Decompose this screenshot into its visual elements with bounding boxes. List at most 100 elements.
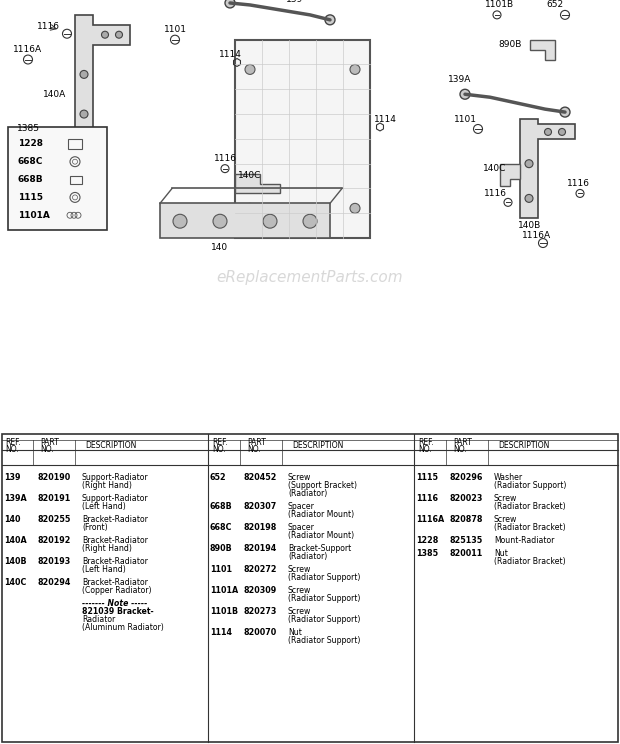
Text: Support-Radiator: Support-Radiator — [82, 473, 149, 482]
Text: 1101A: 1101A — [210, 586, 238, 594]
Text: 652: 652 — [210, 473, 227, 482]
Text: 140A: 140A — [43, 90, 66, 99]
Text: (Copper Radiator): (Copper Radiator) — [82, 586, 151, 594]
Text: 890B: 890B — [210, 544, 232, 553]
Text: (Radiator Bracket): (Radiator Bracket) — [494, 502, 565, 511]
Text: Nut: Nut — [494, 549, 508, 558]
Text: 1115: 1115 — [18, 193, 43, 202]
Text: Bracket-Radiator: Bracket-Radiator — [82, 557, 148, 566]
Text: Radiator: Radiator — [82, 615, 115, 623]
Text: Bracket-Radiator: Bracket-Radiator — [82, 536, 148, 545]
Circle shape — [245, 203, 255, 214]
Circle shape — [525, 194, 533, 202]
Circle shape — [245, 65, 255, 74]
Text: REF.: REF. — [5, 438, 20, 447]
Text: 820272: 820272 — [243, 565, 277, 574]
Text: (Left Hand): (Left Hand) — [82, 502, 126, 511]
Text: 820198: 820198 — [243, 523, 277, 532]
Text: PART: PART — [453, 438, 472, 447]
Polygon shape — [530, 39, 555, 60]
Polygon shape — [500, 164, 520, 185]
Text: Screw: Screw — [288, 606, 311, 616]
Text: 652: 652 — [546, 1, 564, 10]
Circle shape — [350, 65, 360, 74]
Text: 139: 139 — [286, 0, 304, 4]
Text: 140C: 140C — [238, 171, 262, 180]
Text: DESCRIPTION: DESCRIPTION — [292, 441, 343, 450]
Text: Mount-Radiator: Mount-Radiator — [494, 536, 554, 545]
Text: 820294: 820294 — [37, 578, 71, 587]
Circle shape — [80, 110, 88, 118]
Text: REF.: REF. — [212, 438, 228, 447]
Text: 1101B: 1101B — [210, 606, 238, 616]
Text: 1101: 1101 — [210, 565, 232, 574]
Text: 820296: 820296 — [449, 473, 482, 482]
Text: 825135: 825135 — [449, 536, 482, 545]
Text: 1116A: 1116A — [416, 515, 445, 524]
Text: NO.: NO. — [247, 445, 261, 454]
FancyBboxPatch shape — [8, 127, 107, 230]
Text: Washer: Washer — [494, 473, 523, 482]
Text: DESCRIPTION: DESCRIPTION — [498, 441, 549, 450]
Text: PART: PART — [40, 438, 59, 447]
Text: (Radiator): (Radiator) — [288, 490, 327, 498]
Text: 668C: 668C — [18, 157, 43, 166]
Circle shape — [263, 214, 277, 228]
Text: 821039 Bracket-: 821039 Bracket- — [82, 606, 154, 616]
Circle shape — [225, 0, 235, 8]
Polygon shape — [520, 119, 575, 218]
Text: 1116: 1116 — [416, 494, 438, 503]
Text: 140: 140 — [211, 243, 229, 252]
Text: 140B: 140B — [518, 221, 542, 230]
Polygon shape — [235, 173, 280, 193]
Circle shape — [460, 89, 470, 99]
Text: 1101A: 1101A — [18, 211, 50, 219]
Text: 820011: 820011 — [449, 549, 482, 558]
Text: NO.: NO. — [418, 445, 432, 454]
Circle shape — [80, 71, 88, 78]
FancyBboxPatch shape — [2, 434, 618, 742]
Text: 140C: 140C — [4, 578, 27, 587]
Text: (Support Bracket): (Support Bracket) — [288, 481, 357, 490]
Text: 1101: 1101 — [453, 115, 477, 124]
Circle shape — [525, 160, 533, 167]
Text: 1116A: 1116A — [523, 231, 552, 240]
Text: ------- Note -----: ------- Note ----- — [82, 599, 148, 608]
Text: Spacer: Spacer — [288, 502, 315, 511]
Text: (Radiator Support): (Radiator Support) — [288, 594, 360, 603]
Text: 1228: 1228 — [18, 139, 43, 148]
Circle shape — [325, 15, 335, 25]
Circle shape — [560, 107, 570, 117]
Text: 820307: 820307 — [243, 502, 277, 511]
Text: Screw: Screw — [494, 515, 517, 524]
Circle shape — [544, 129, 552, 135]
Text: 140C: 140C — [484, 164, 507, 173]
Text: NO.: NO. — [212, 445, 226, 454]
Text: Spacer: Spacer — [288, 523, 315, 532]
Bar — [70, 176, 82, 184]
Text: (Left Hand): (Left Hand) — [82, 565, 126, 574]
Text: (Right Hand): (Right Hand) — [82, 481, 132, 490]
Text: 820452: 820452 — [243, 473, 277, 482]
Text: eReplacementParts.com: eReplacementParts.com — [216, 270, 404, 285]
Text: 140: 140 — [4, 515, 20, 524]
Text: (Radiator Bracket): (Radiator Bracket) — [494, 523, 565, 532]
Text: 820191: 820191 — [37, 494, 70, 503]
Text: (Front): (Front) — [82, 523, 108, 532]
Text: NO.: NO. — [5, 445, 19, 454]
Text: (Radiator Support): (Radiator Support) — [288, 635, 360, 644]
Text: 1116: 1116 — [37, 22, 60, 31]
Text: REF.: REF. — [418, 438, 433, 447]
Text: 1101: 1101 — [164, 25, 187, 34]
Text: 1116: 1116 — [213, 154, 236, 163]
Text: 1116: 1116 — [484, 189, 507, 198]
Text: DESCRIPTION: DESCRIPTION — [85, 441, 136, 450]
Text: Support-Radiator: Support-Radiator — [82, 494, 149, 503]
Text: 668B: 668B — [210, 502, 232, 511]
Text: 1116: 1116 — [567, 179, 590, 188]
Text: (Radiator Support): (Radiator Support) — [288, 573, 360, 582]
Text: 820023: 820023 — [449, 494, 482, 503]
Text: 1115: 1115 — [416, 473, 438, 482]
Text: Screw: Screw — [288, 586, 311, 594]
FancyBboxPatch shape — [235, 39, 370, 238]
